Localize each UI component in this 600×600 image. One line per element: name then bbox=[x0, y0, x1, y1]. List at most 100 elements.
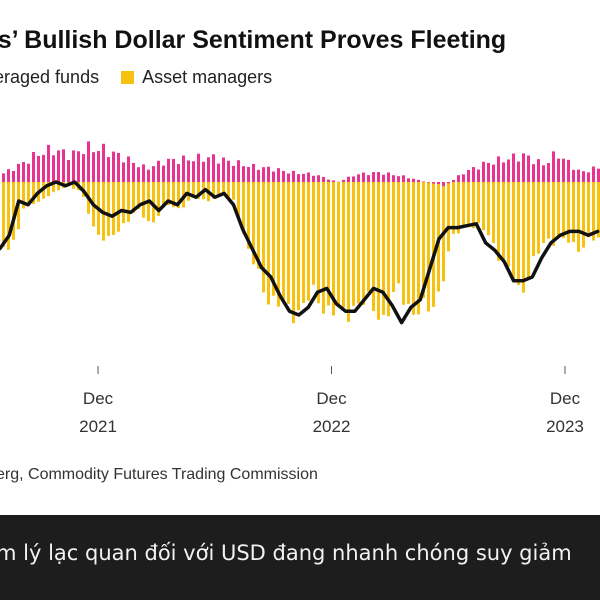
leveraged-funds-bar bbox=[117, 152, 120, 182]
leveraged-funds-bar bbox=[252, 163, 255, 182]
leveraged-funds-bar bbox=[332, 180, 335, 182]
leveraged-funds-bar bbox=[517, 161, 520, 182]
leveraged-funds-bar bbox=[307, 172, 310, 182]
asset-managers-bar bbox=[122, 182, 125, 224]
asset-managers-bar bbox=[322, 182, 325, 314]
leveraged-funds-bar bbox=[222, 157, 225, 182]
leveraged-funds-bar bbox=[527, 155, 530, 182]
asset-managers-bar bbox=[312, 182, 315, 285]
asset-managers-bar bbox=[557, 182, 560, 238]
leveraged-funds-bar bbox=[17, 163, 20, 182]
leveraged-funds-bar bbox=[557, 158, 560, 182]
leveraged-funds-bar bbox=[482, 161, 485, 182]
leveraged-funds-bar bbox=[192, 161, 195, 182]
asset-managers-bar bbox=[277, 182, 280, 307]
asset-managers-bars bbox=[2, 182, 600, 324]
leveraged-funds-bar bbox=[57, 150, 60, 182]
leveraged-funds-bar bbox=[67, 159, 70, 182]
asset-managers-bar bbox=[507, 182, 510, 267]
asset-managers-bar bbox=[532, 182, 535, 257]
leveraged-funds-bar bbox=[327, 179, 330, 182]
asset-managers-bar bbox=[142, 182, 145, 218]
asset-managers-bar bbox=[367, 182, 370, 292]
leveraged-funds-bar bbox=[47, 144, 50, 182]
leveraged-funds-bar bbox=[12, 171, 15, 182]
asset-managers-bar bbox=[32, 182, 35, 204]
asset-managers-bar bbox=[157, 182, 160, 216]
leveraged-funds-bar bbox=[362, 172, 365, 182]
leveraged-funds-bar bbox=[547, 163, 550, 182]
leveraged-funds-bar bbox=[87, 141, 90, 182]
asset-managers-bar bbox=[172, 182, 175, 208]
leveraged-funds-bar bbox=[187, 160, 190, 182]
leveraged-funds-bar bbox=[242, 166, 245, 182]
leveraged-funds-bar bbox=[312, 175, 315, 182]
leveraged-funds-bar bbox=[357, 174, 360, 182]
asset-managers-bar bbox=[437, 182, 440, 292]
leveraged-funds-bar bbox=[477, 169, 480, 182]
leveraged-funds-bar bbox=[112, 151, 115, 182]
asset-managers-bar bbox=[47, 182, 50, 197]
leveraged-funds-bar bbox=[352, 176, 355, 182]
leveraged-funds-bar bbox=[502, 162, 505, 182]
leveraged-funds-bar bbox=[587, 172, 590, 182]
leveraged-funds-bar bbox=[287, 173, 290, 182]
leveraged-funds-bar bbox=[382, 174, 385, 182]
leveraged-funds-bar bbox=[107, 157, 110, 182]
asset-managers-bar bbox=[452, 182, 455, 234]
asset-managers-bar bbox=[227, 182, 230, 198]
asset-managers-bar bbox=[27, 182, 30, 202]
leveraged-funds-bar bbox=[82, 154, 85, 182]
leveraged-funds-bar bbox=[372, 172, 375, 182]
asset-managers-bar bbox=[542, 182, 545, 244]
leveraged-funds-bar bbox=[522, 153, 525, 182]
leveraged-funds-bar bbox=[437, 182, 440, 185]
asset-managers-bar bbox=[247, 182, 250, 249]
asset-managers-bar bbox=[297, 182, 300, 311]
asset-managers-bar bbox=[222, 182, 225, 195]
leveraged-funds-bar bbox=[257, 169, 260, 182]
x-axis-ticks: Dec 2021 Dec 2022 Dec 2023 bbox=[79, 366, 584, 436]
leveraged-funds-bar bbox=[267, 166, 270, 182]
leveraged-funds-bar bbox=[492, 164, 495, 182]
asset-managers-bar bbox=[472, 182, 475, 228]
asset-managers-bar bbox=[382, 182, 385, 315]
asset-managers-bar bbox=[347, 182, 350, 322]
leveraged-funds-bar bbox=[197, 153, 200, 182]
asset-managers-bar bbox=[477, 182, 480, 224]
asset-managers-bar bbox=[257, 182, 260, 269]
asset-managers-bar bbox=[267, 182, 270, 305]
leveraged-funds-bar bbox=[172, 158, 175, 182]
leveraged-funds-bar bbox=[422, 181, 425, 182]
asset-managers-bar bbox=[487, 182, 490, 236]
asset-managers-bar bbox=[482, 182, 485, 231]
asset-managers-bar bbox=[552, 182, 555, 246]
leveraged-funds-bar bbox=[237, 160, 240, 182]
asset-managers-bar bbox=[412, 182, 415, 315]
asset-managers-bar bbox=[352, 182, 355, 306]
asset-managers-bar bbox=[162, 182, 165, 205]
x-tick-label-year: 2021 bbox=[79, 417, 117, 436]
asset-managers-bar bbox=[292, 182, 295, 324]
asset-managers-bar bbox=[572, 182, 575, 243]
source-note: erg, Commodity Futures Trading Commissio… bbox=[0, 466, 318, 483]
asset-managers-bar bbox=[12, 182, 15, 240]
net-position-line bbox=[0, 180, 600, 325]
asset-managers-bar bbox=[462, 182, 465, 228]
leveraged-funds-bar bbox=[282, 170, 285, 182]
asset-managers-bar bbox=[187, 182, 190, 201]
caption-bar: m lý lạc quan đối với USD đang nhanh chó… bbox=[0, 515, 600, 600]
asset-managers-bar bbox=[22, 182, 25, 209]
leveraged-funds-bar bbox=[407, 178, 410, 182]
asset-managers-bar bbox=[152, 182, 155, 223]
leveraged-funds-bar bbox=[402, 175, 405, 182]
asset-managers-bar bbox=[377, 182, 380, 320]
leveraged-funds-bar bbox=[232, 165, 235, 182]
leveraged-funds-bar bbox=[72, 150, 75, 182]
leveraged-funds-bar bbox=[247, 167, 250, 182]
x-tick-label-month: Dec bbox=[83, 389, 114, 408]
leveraged-funds-bar bbox=[447, 182, 450, 184]
asset-managers-bar bbox=[432, 182, 435, 307]
asset-managers-bar bbox=[392, 182, 395, 292]
leveraged-funds-bar bbox=[147, 169, 150, 182]
